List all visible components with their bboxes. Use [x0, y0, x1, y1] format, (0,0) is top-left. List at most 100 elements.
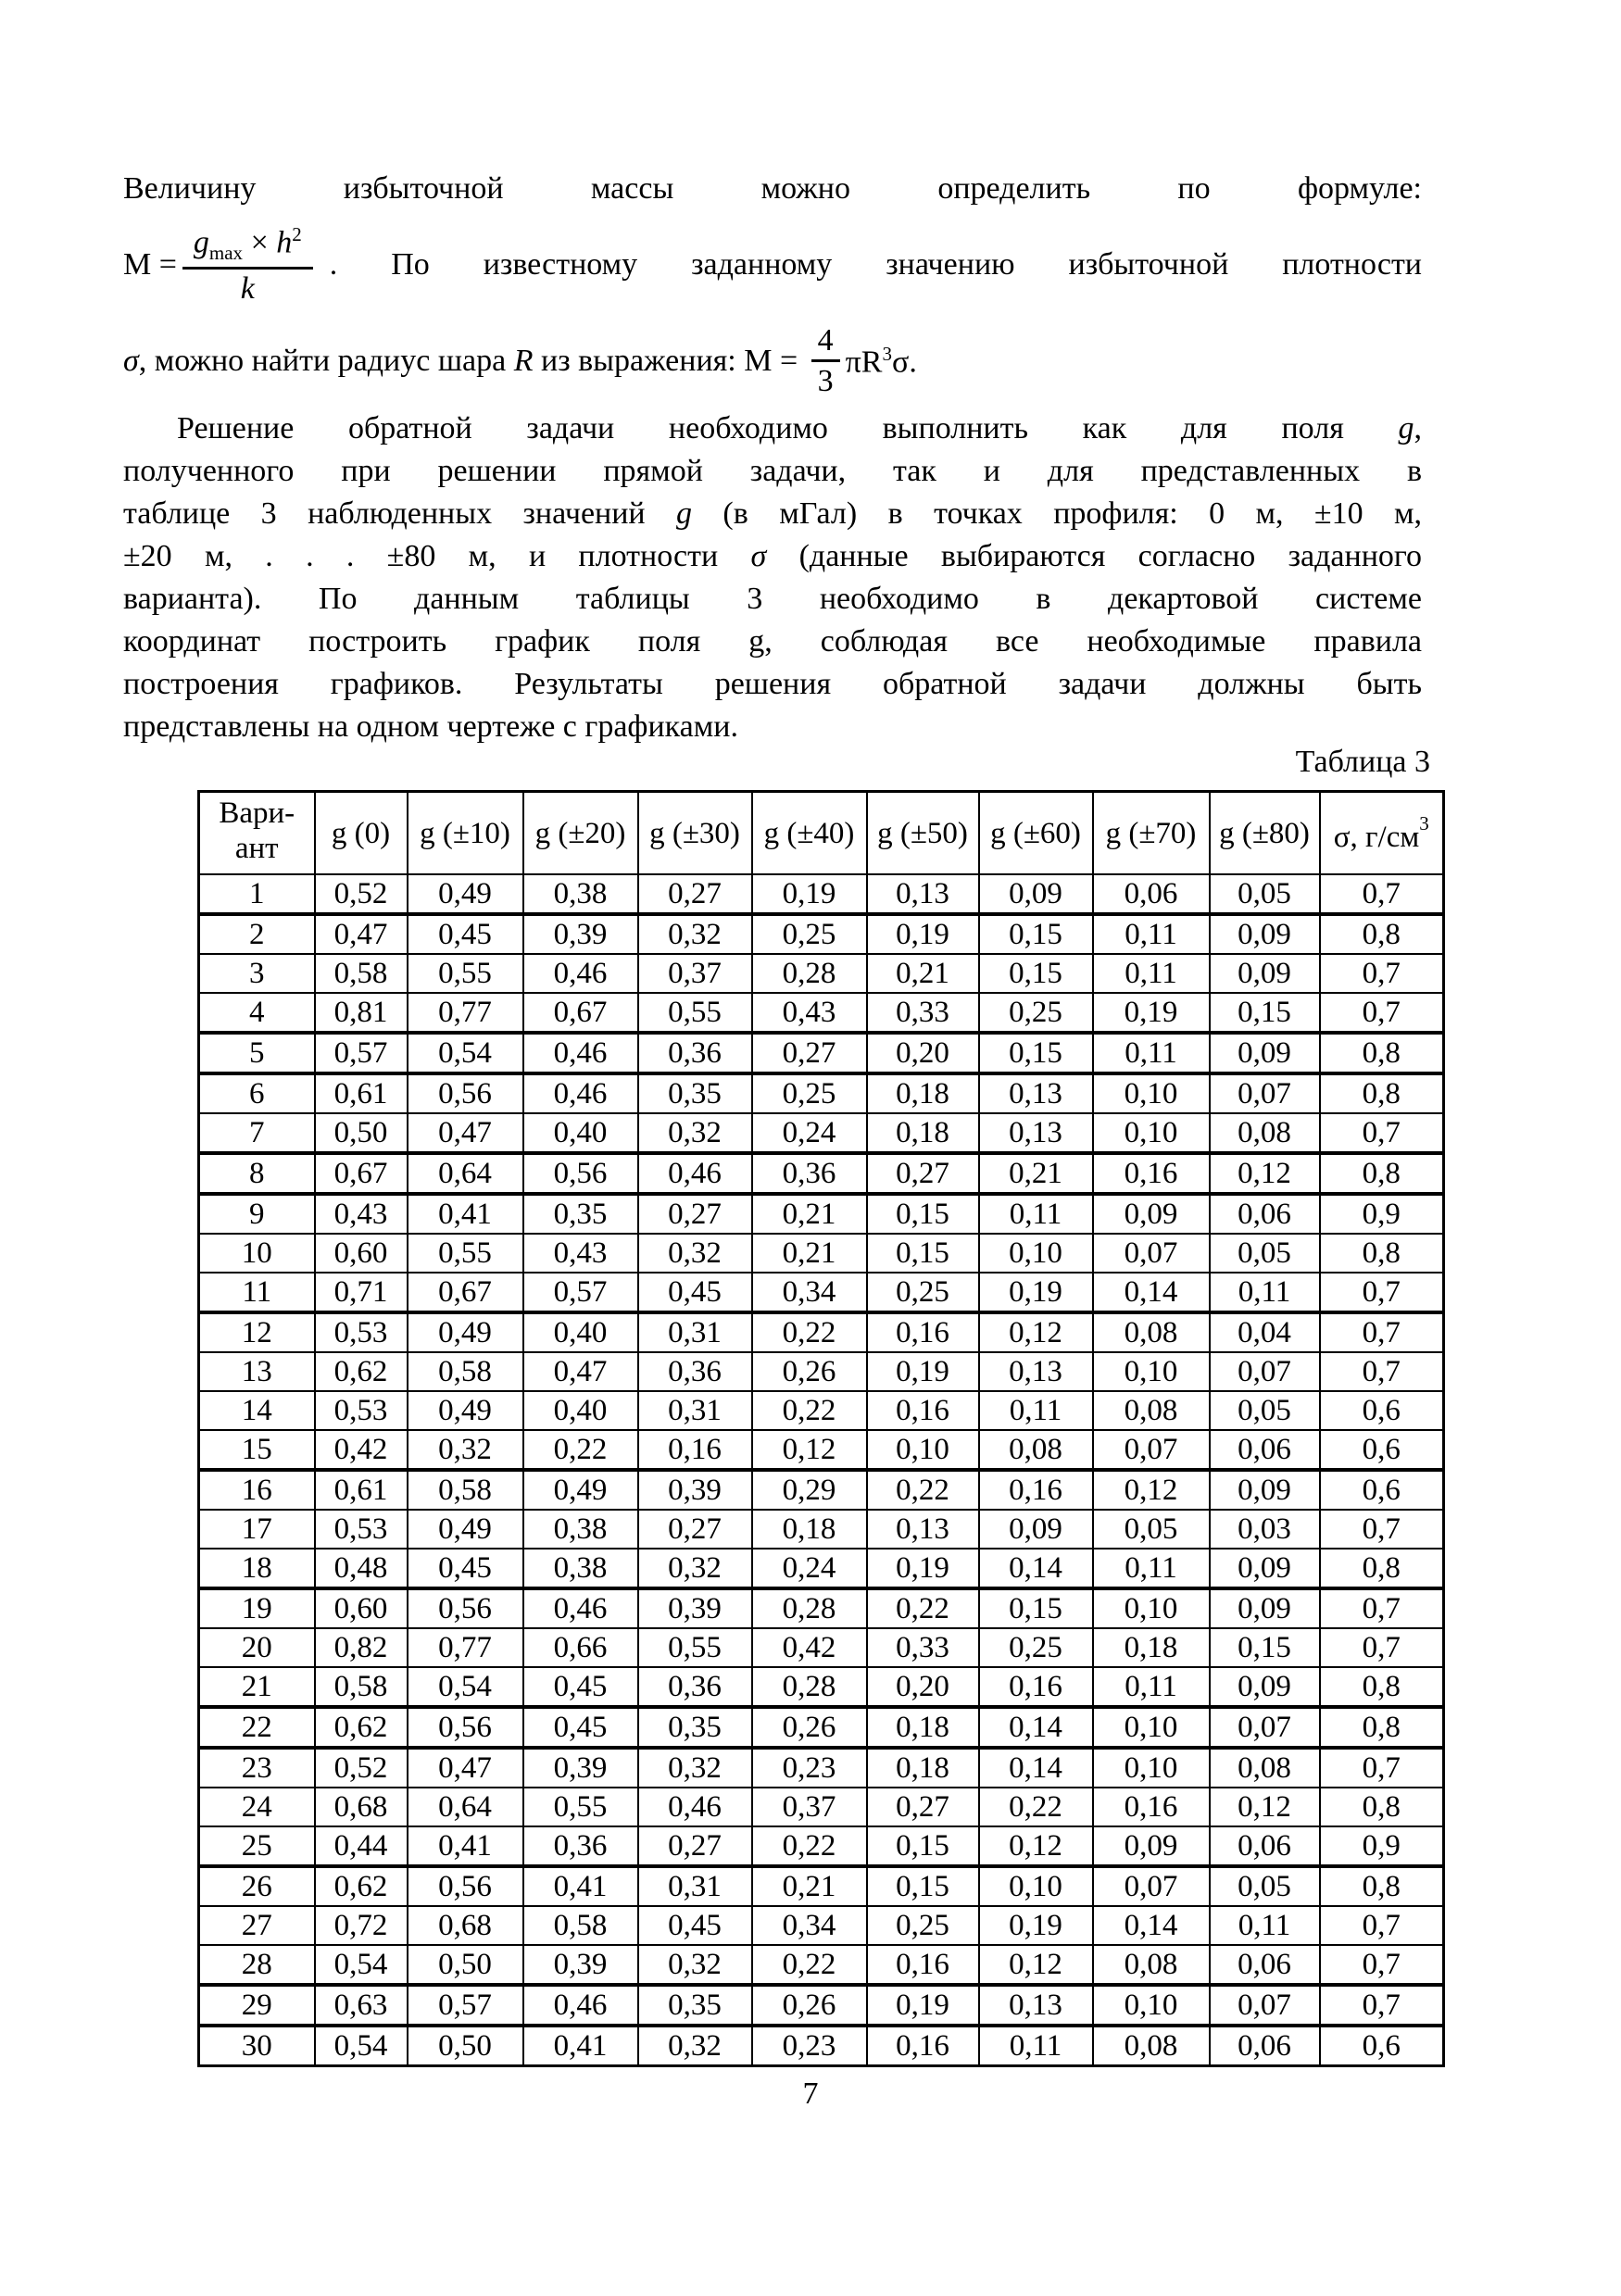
value-cell: 0,46 [521, 953, 639, 994]
table-row: 30 0,54 0,50 0,41 0,32 0,23 0,16 0,11 0,08 0,06 0,… [197, 2025, 1445, 2067]
value-cell: 0,13 [977, 1073, 1094, 1114]
radius-line-tail: πR3σ. [845, 342, 917, 380]
value-cell: 0,21 [750, 1233, 868, 1273]
value-cell: 0,55 [636, 992, 753, 1035]
paragraph-line: координат построить график поля g, соблю… [123, 621, 1422, 663]
value-cell: 0,36 [750, 1152, 868, 1196]
value-cell: 0,31 [636, 1390, 753, 1431]
value-cell: 0,52 [313, 873, 408, 916]
value-cell: 0,18 [865, 1073, 980, 1114]
value-cell: 0,22 [750, 1826, 868, 1868]
value-cell: 0,36 [636, 1032, 753, 1075]
value-cell: 0,10 [977, 1233, 1094, 1273]
value-cell: 0,8 [1318, 1706, 1445, 1750]
value-cell: 0,49 [406, 1390, 524, 1431]
value-cell: 0,10 [1091, 1351, 1211, 1392]
variant-cell: 19 [197, 1587, 316, 1629]
variant-cell: 13 [197, 1351, 316, 1392]
intro-line: Величину избыточной массы можно определи… [123, 171, 1422, 206]
value-cell: 0,16 [1091, 1152, 1211, 1196]
value-cell: 0,15 [865, 1233, 980, 1273]
value-cell: 0,37 [750, 1787, 868, 1827]
value-cell: 0,07 [1091, 1429, 1211, 1472]
value-cell: 0,7 [1318, 1509, 1445, 1549]
page-number: 7 [802, 2076, 819, 2111]
variant-cell: 20 [197, 1627, 316, 1668]
value-cell: 0,45 [636, 1272, 753, 1314]
value-cell: 0,45 [521, 1666, 639, 1709]
value-cell: 0,35 [636, 1706, 753, 1750]
value-cell: 0,25 [865, 1272, 980, 1314]
formula-mass-tail: . По известному заданному значению избыт… [329, 247, 1422, 282]
mass-fraction: gmax × h2 k [182, 224, 313, 306]
value-cell: 0,53 [313, 1311, 408, 1353]
value-cell: 0,35 [521, 1193, 639, 1235]
value-cell: 0,19 [1091, 992, 1211, 1035]
value-cell: 0,26 [750, 1706, 868, 1750]
value-cell: 0,18 [865, 1112, 980, 1155]
value-cell: 0,12 [1091, 1469, 1211, 1511]
g-column-header: g (±20) [521, 790, 639, 875]
table-row: 10 0,60 0,55 0,43 0,32 0,21 0,15 0,10 0,07 0,05 0,… [197, 1233, 1445, 1273]
value-cell: 0,09 [1091, 1193, 1211, 1235]
value-cell: 0,16 [865, 2025, 980, 2067]
variant-header: Вари-ант [197, 790, 316, 875]
value-cell: 0,8 [1318, 1787, 1445, 1827]
value-cell: 0,15 [1208, 992, 1321, 1035]
value-cell: 0,38 [521, 1509, 639, 1549]
value-cell: 0,19 [865, 1984, 980, 2027]
value-cell: 0,11 [977, 1390, 1094, 1431]
variant-cell: 1 [197, 873, 316, 916]
value-cell: 0,34 [750, 1272, 868, 1314]
value-cell: 0,67 [313, 1152, 408, 1196]
table-row: 20 0,82 0,77 0,66 0,55 0,42 0,33 0,25 0,18 0,15 0,… [197, 1627, 1445, 1668]
value-cell: 0,05 [1208, 873, 1321, 916]
paragraph-line: варианта). По данным таблицы 3 необходим… [123, 578, 1422, 621]
table-row: 18 0,48 0,45 0,38 0,32 0,24 0,19 0,14 0,11 0,09 0,… [197, 1548, 1445, 1590]
value-cell: 0,05 [1208, 1233, 1321, 1273]
value-cell: 0,57 [313, 1032, 408, 1075]
value-cell: 0,19 [977, 1905, 1094, 1946]
value-cell: 0,8 [1318, 1073, 1445, 1114]
value-cell: 0,08 [1091, 1944, 1211, 1987]
text-segment: , [1414, 411, 1423, 445]
value-cell: 0,54 [406, 1666, 524, 1709]
value-cell: 0,7 [1318, 1984, 1445, 2027]
value-cell: 0,22 [750, 1311, 868, 1353]
table-row: 14 0,53 0,49 0,40 0,31 0,22 0,16 0,11 0,08 0,05 0,… [197, 1390, 1445, 1431]
variant-cell: 21 [197, 1666, 316, 1709]
table-row: 21 0,58 0,54 0,45 0,36 0,28 0,20 0,16 0,11 0,09 0,… [197, 1666, 1445, 1709]
value-cell: 0,07 [1208, 1073, 1321, 1114]
value-cell: 0,46 [636, 1152, 753, 1196]
paragraph-line: построения графиков. Результаты решения … [123, 663, 1422, 706]
value-cell: 0,21 [977, 1152, 1094, 1196]
value-cell: 0,64 [406, 1787, 524, 1827]
value-cell: 0,7 [1318, 953, 1445, 994]
variant-cell: 22 [197, 1706, 316, 1750]
text-segment: ±20 м, . . . ±80 м, и плотности [123, 539, 751, 573]
table-row: 23 0,52 0,47 0,39 0,32 0,23 0,18 0,14 0,10 0,08 0,… [197, 1747, 1445, 1788]
table-row: 8 0,67 0,64 0,56 0,46 0,36 0,27 0,21 0,16 0,12 0,8 [197, 1152, 1445, 1196]
value-cell: 0,13 [865, 873, 980, 916]
value-cell: 0,47 [313, 913, 408, 955]
value-cell: 0,07 [1208, 1351, 1321, 1392]
value-cell: 0,10 [1091, 1112, 1211, 1155]
value-cell: 0,43 [750, 992, 868, 1035]
variant-cell: 6 [197, 1073, 316, 1114]
value-cell: 0,77 [406, 1627, 524, 1668]
value-cell: 0,06 [1208, 1944, 1321, 1987]
value-cell: 0,18 [1091, 1627, 1211, 1668]
value-cell: 0,16 [865, 1944, 980, 1987]
table-row: 17 0,53 0,49 0,38 0,27 0,18 0,13 0,09 0,05 0,03 0,… [197, 1509, 1445, 1549]
text-segment: варианта). По данным таблицы 3 необходим… [123, 582, 1422, 616]
value-cell: 0,08 [1091, 1311, 1211, 1353]
value-cell: 0,22 [521, 1429, 639, 1472]
variant-cell: 27 [197, 1905, 316, 1946]
value-cell: 0,55 [406, 1233, 524, 1273]
value-cell: 0,07 [1208, 1706, 1321, 1750]
value-cell: 0,45 [406, 1548, 524, 1590]
value-cell: 0,08 [1091, 1390, 1211, 1431]
value-cell: 0,7 [1318, 992, 1445, 1035]
value-cell: 0,23 [750, 2025, 868, 2067]
value-cell: 0,06 [1091, 873, 1211, 916]
